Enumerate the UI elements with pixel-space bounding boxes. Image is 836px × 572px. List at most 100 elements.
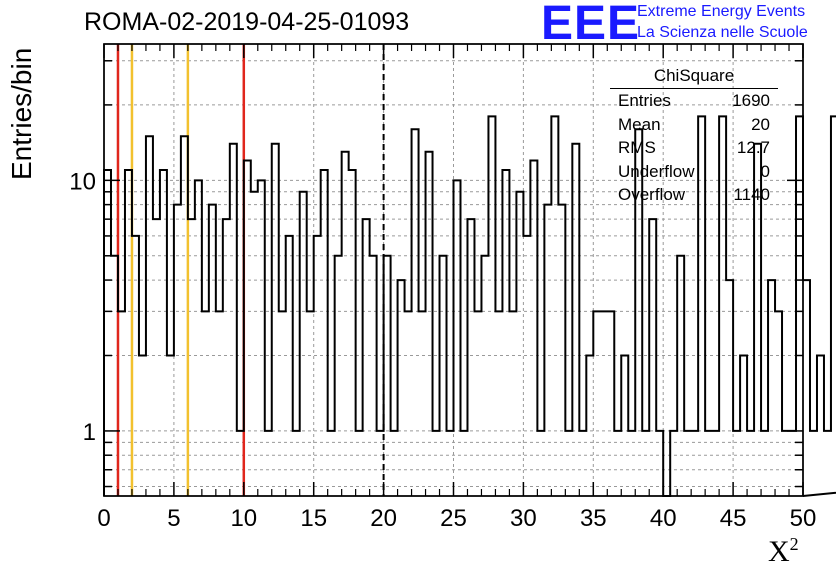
histogram-bin bbox=[628, 431, 635, 496]
y-tick-label: 1 bbox=[83, 419, 96, 446]
histogram-bin bbox=[572, 144, 579, 496]
y-axis-label: Entries/bin bbox=[6, 47, 37, 180]
x-tick-label: 45 bbox=[720, 505, 747, 532]
histogram-bin bbox=[579, 431, 586, 496]
stats-row: Mean 20 bbox=[610, 113, 778, 137]
histogram-bin bbox=[279, 311, 286, 496]
histogram-bin bbox=[419, 311, 426, 496]
histogram-bin bbox=[265, 431, 272, 496]
histogram-bin bbox=[621, 355, 628, 496]
histogram-bin bbox=[761, 431, 768, 496]
axis-tick-labels: 0 5 10 15 20 25 30 35 40 45 50 1 10 bbox=[69, 168, 816, 532]
histogram-line bbox=[103, 115, 836, 497]
histogram-bin bbox=[335, 256, 342, 496]
histogram-bin bbox=[803, 280, 810, 496]
eee-logo: EEE bbox=[541, 0, 641, 50]
histogram-bin bbox=[824, 431, 831, 496]
histogram-bin bbox=[740, 355, 747, 496]
histogram-bin bbox=[481, 256, 488, 496]
histogram-bin bbox=[111, 256, 118, 496]
stats-box: ChiSquare Entries 1690 Mean 20 RMS 12.7 Und… bbox=[610, 66, 778, 207]
histogram-bin bbox=[230, 144, 237, 496]
histogram-bin bbox=[586, 355, 593, 496]
histogram-bin bbox=[565, 431, 572, 496]
histogram-bin bbox=[251, 192, 258, 496]
stats-row: RMS 12.7 bbox=[610, 136, 778, 160]
histogram-bin bbox=[377, 431, 384, 496]
histogram-bin bbox=[551, 116, 558, 496]
axis-ticks bbox=[103, 44, 804, 496]
histogram-bin bbox=[209, 205, 216, 496]
histogram-bin bbox=[118, 311, 125, 496]
histogram-bin bbox=[153, 219, 160, 496]
histogram-bin bbox=[426, 152, 433, 496]
x-axis-label-superscript: 2 bbox=[789, 534, 799, 554]
stats-label: RMS bbox=[618, 138, 656, 157]
histogram-bin bbox=[684, 431, 691, 496]
histogram-bin bbox=[691, 431, 698, 496]
x-tick-label: 0 bbox=[97, 505, 110, 532]
histogram-bin bbox=[712, 431, 719, 496]
histogram-bin bbox=[363, 219, 370, 496]
histogram-bin bbox=[607, 311, 614, 496]
histogram-bin bbox=[509, 311, 516, 496]
stats-row: Underflow 0 bbox=[610, 160, 778, 184]
histogram-bin bbox=[796, 116, 803, 496]
histogram-bin bbox=[405, 311, 412, 496]
histogram-bin bbox=[202, 311, 209, 496]
histogram-bin bbox=[523, 236, 530, 496]
histogram-bin bbox=[495, 311, 502, 496]
logo-line-2: La Scienza nelle Scuole bbox=[637, 24, 808, 41]
histogram-bin bbox=[223, 219, 230, 496]
histogram-bin bbox=[300, 192, 307, 496]
histogram-bin bbox=[272, 144, 279, 496]
histogram-bin bbox=[677, 256, 684, 496]
histogram-bin bbox=[474, 311, 481, 496]
stats-label: Overflow bbox=[618, 185, 686, 204]
stats-value: 12.7 bbox=[736, 138, 770, 157]
histogram-bin bbox=[488, 116, 495, 496]
stats-row: Entries 1690 bbox=[610, 89, 778, 113]
histogram-bin bbox=[726, 280, 733, 496]
histogram-bin bbox=[544, 205, 551, 496]
histogram-bin bbox=[530, 160, 537, 496]
y-tick-label: 10 bbox=[69, 168, 96, 195]
x-tick-label: 50 bbox=[790, 505, 817, 532]
histogram-bin bbox=[139, 355, 146, 496]
histogram-bin bbox=[433, 431, 440, 496]
histogram-bin bbox=[454, 180, 461, 496]
histogram-bin bbox=[195, 180, 202, 496]
histogram-bin bbox=[286, 236, 293, 496]
histogram-bin bbox=[321, 170, 328, 496]
x-tick-label: 25 bbox=[440, 505, 467, 532]
histogram-bin bbox=[216, 311, 223, 496]
histogram-bin bbox=[167, 355, 174, 496]
histogram-bin bbox=[307, 311, 314, 496]
stats-row: Overflow 1140 bbox=[610, 183, 778, 207]
stats-value: 1140 bbox=[733, 185, 770, 204]
histogram-bin bbox=[349, 170, 356, 496]
stats-label: Underflow bbox=[618, 161, 695, 181]
x-tick-label: 30 bbox=[510, 505, 537, 532]
histogram-bin bbox=[600, 311, 607, 496]
histogram-bin bbox=[558, 205, 565, 496]
stats-title: ChiSquare bbox=[610, 66, 778, 89]
x-tick-label: 10 bbox=[230, 505, 257, 532]
histogram-bin bbox=[174, 205, 181, 496]
histogram-bin bbox=[125, 170, 132, 496]
histogram-bin bbox=[412, 129, 419, 496]
x-tick-label: 20 bbox=[370, 505, 397, 532]
histogram-bin bbox=[188, 219, 195, 496]
histogram-bin bbox=[733, 431, 740, 496]
x-tick-label: 5 bbox=[167, 505, 180, 532]
histogram-bin bbox=[356, 431, 363, 496]
histogram-bin bbox=[817, 355, 824, 496]
histogram-bin bbox=[146, 136, 153, 496]
x-tick-label: 15 bbox=[300, 505, 327, 532]
histogram-bin bbox=[237, 431, 244, 496]
histogram-bin bbox=[831, 116, 836, 496]
stats-value: 1690 bbox=[732, 91, 770, 110]
stats-label: Mean bbox=[618, 114, 661, 134]
histogram-bin bbox=[398, 280, 405, 496]
